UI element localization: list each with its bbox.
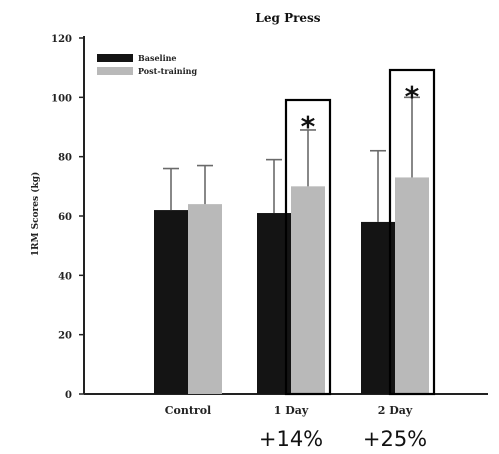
significance-star-2-day: *	[405, 80, 420, 113]
y-tick-label: 80	[58, 153, 72, 164]
legend-label-baseline: Baseline	[138, 53, 177, 63]
y-axis-label: 1RM Scores (kg)	[30, 172, 41, 257]
bar-control-baseline	[154, 210, 188, 394]
bar-control-post-training	[188, 204, 222, 394]
y-tick-label: 60	[58, 212, 72, 223]
y-tick-label: 20	[58, 331, 72, 342]
highlight-box-1-day	[284, 98, 332, 396]
chart-title: Leg Press	[255, 11, 320, 25]
y-tick-label: 0	[65, 390, 72, 401]
percent-change-1-day: +14%	[259, 427, 323, 451]
y-tick-label: 120	[51, 34, 72, 45]
y-tick-label: 100	[51, 93, 72, 104]
x-tick-label-control: Control	[165, 404, 211, 417]
legend: Baseline Post-training	[97, 53, 197, 76]
percent-change-2-day: +25%	[363, 427, 427, 451]
significance-star-1-day: *	[301, 110, 316, 143]
legend-swatch-baseline	[97, 54, 133, 62]
x-tick-label-2-day: 2 Day	[378, 404, 413, 417]
x-tick-label-1-day: 1 Day	[274, 404, 309, 417]
bar-1-day-post-training	[291, 186, 325, 394]
legend-label-post-training: Post-training	[138, 66, 197, 76]
bar-2-day-post-training	[395, 177, 429, 394]
highlight-box-2-day	[388, 68, 436, 396]
legend-swatch-post-training	[97, 67, 133, 75]
y-tick-label: 40	[58, 271, 72, 282]
plot-area: 0 20 40 60 80 100 120 Control * +14% 1 Day * +25% 2 D…	[51, 34, 488, 451]
